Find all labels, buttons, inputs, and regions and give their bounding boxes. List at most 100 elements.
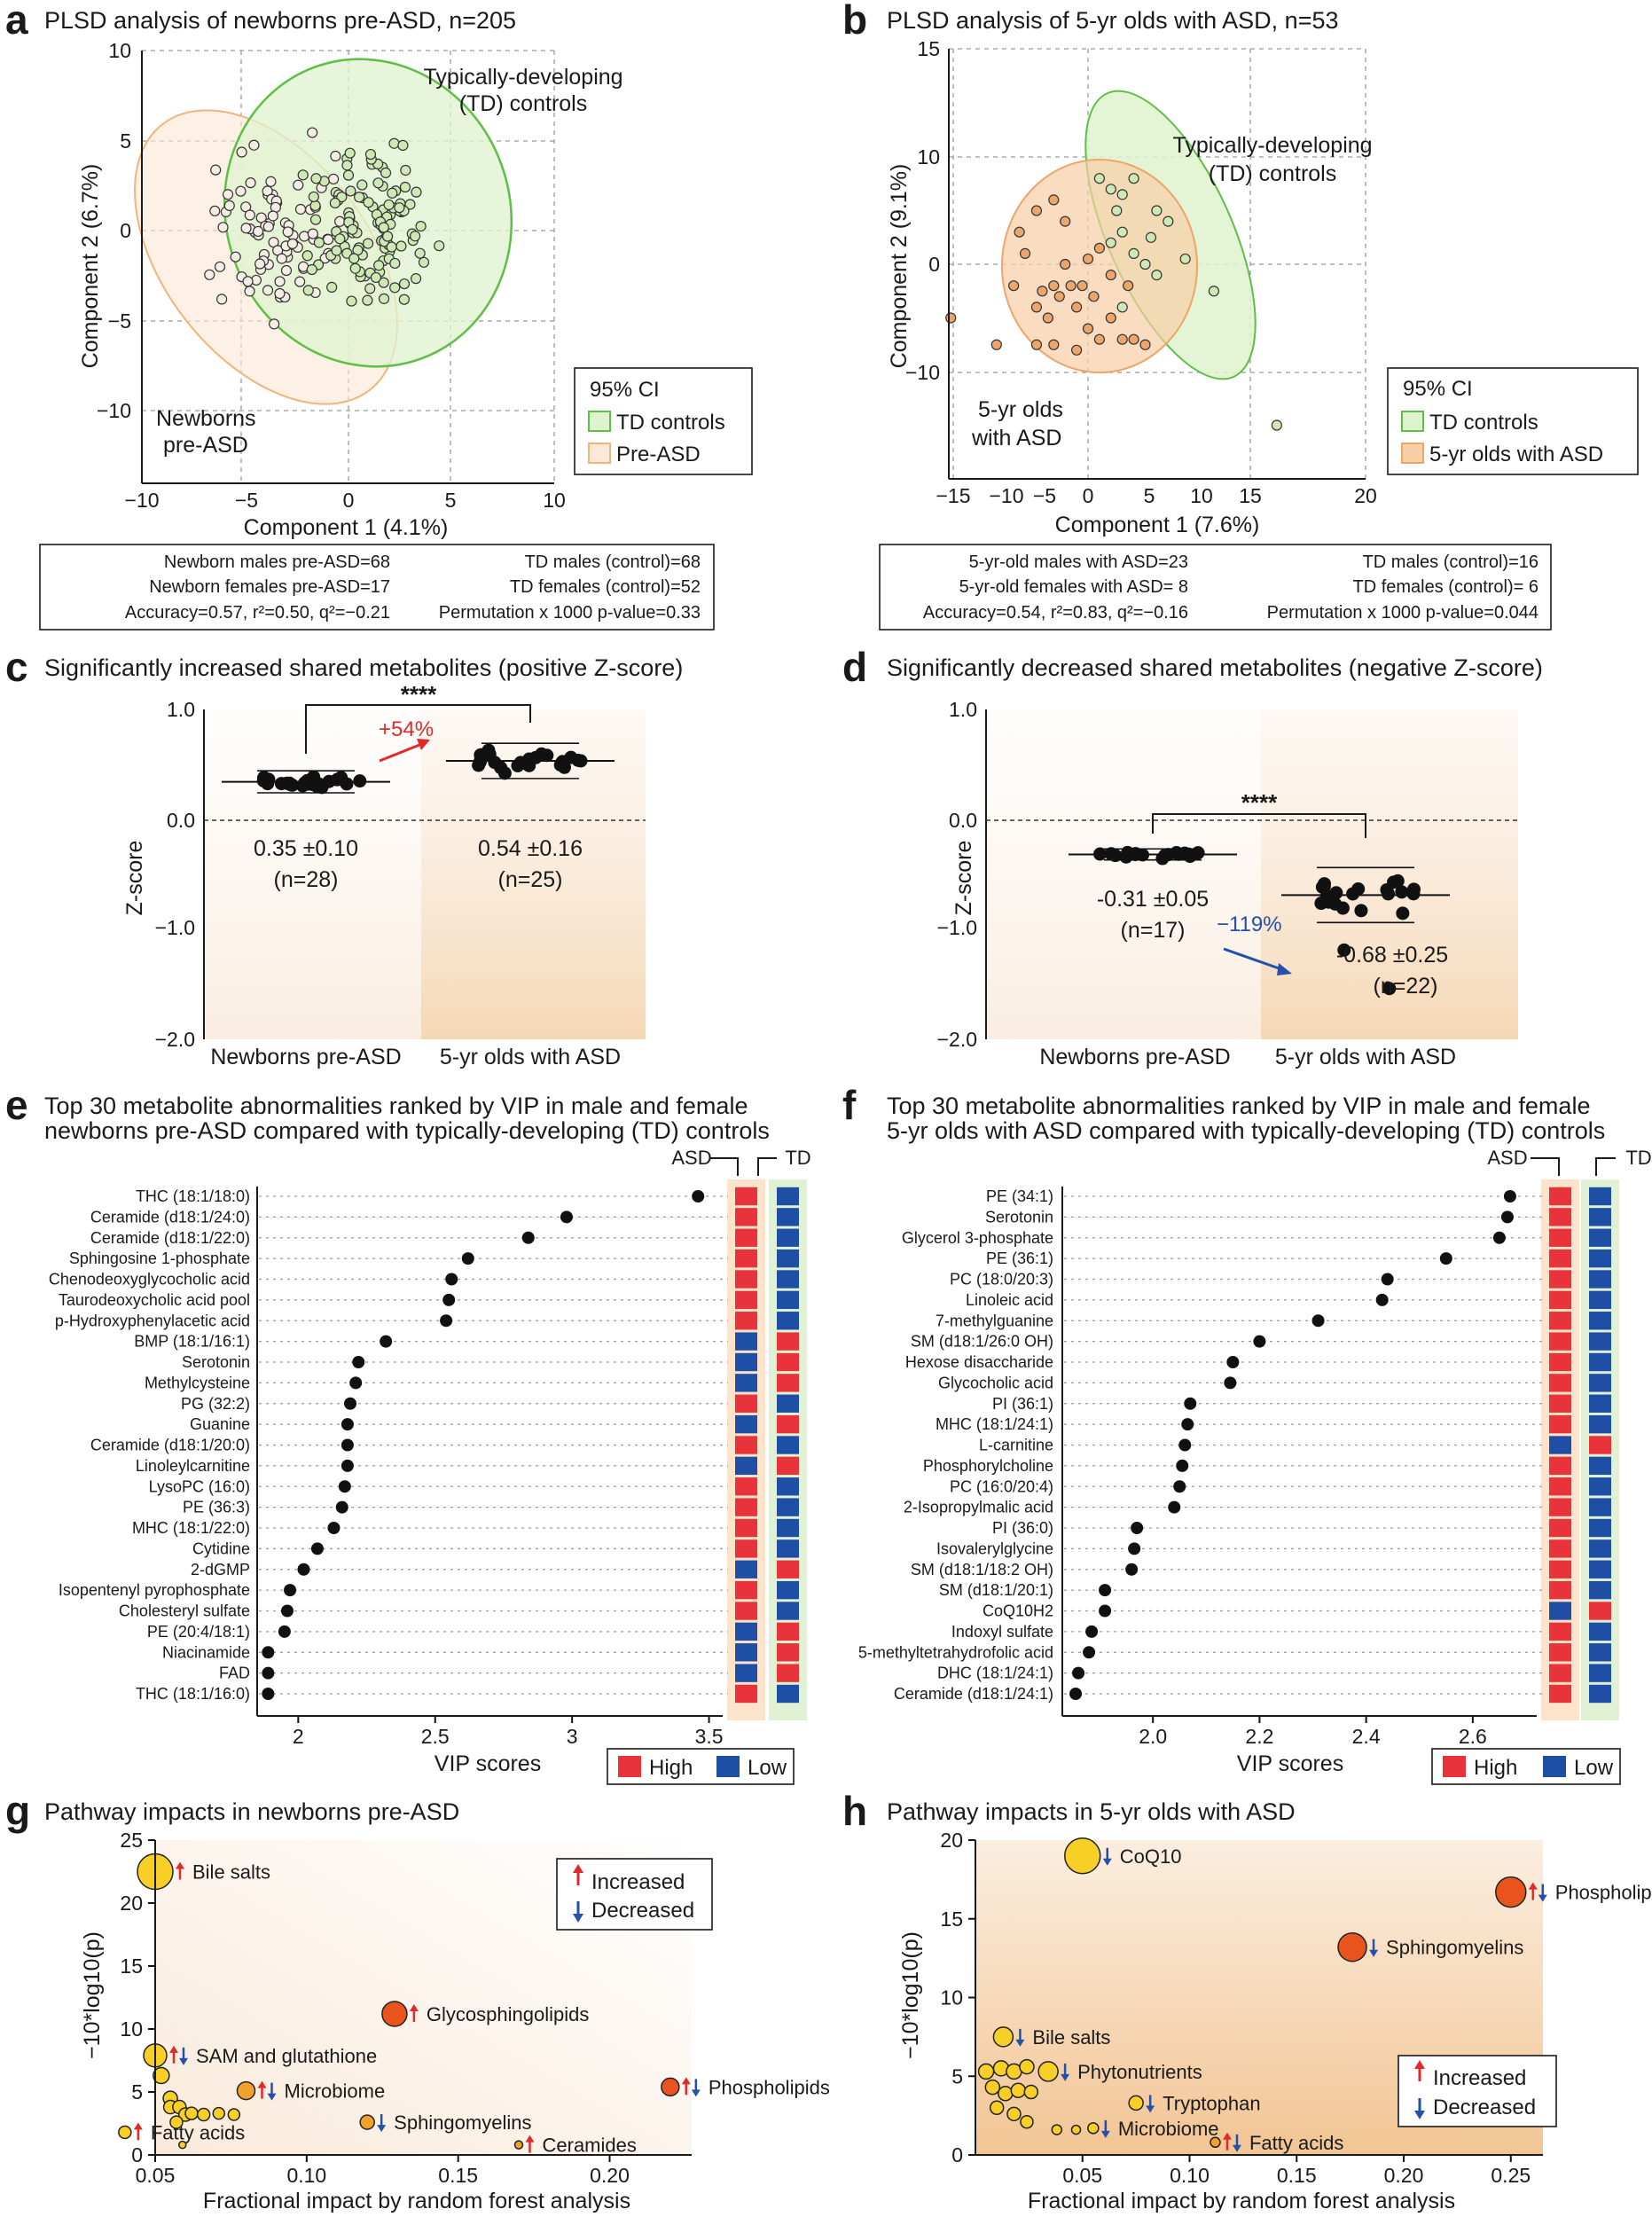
td-heat-cell	[1589, 1664, 1611, 1682]
vip-point	[521, 1231, 535, 1244]
pathway-label: Microbiome	[1118, 2118, 1219, 2140]
vip-point	[1099, 1584, 1112, 1597]
increase-arrowhead	[133, 2122, 143, 2130]
point-td	[331, 245, 342, 256]
point-td	[389, 257, 401, 270]
h-legend: Increased Decreased	[1398, 2055, 1557, 2127]
d-sig-bracket	[1152, 813, 1366, 838]
panel-letter-g: g	[5, 1788, 30, 1834]
point-td	[1128, 247, 1139, 259]
vip-point	[1184, 1397, 1197, 1410]
metabolite-label: PI (36:1)	[992, 1395, 1053, 1413]
y-tick-label: 20	[940, 1829, 963, 1852]
asd-heat-cell	[1549, 1414, 1571, 1434]
point-td	[308, 191, 319, 203]
e-legend-high-swatch	[618, 1756, 641, 1777]
point-pre-asd	[282, 226, 294, 238]
decrease-arrowhead	[1102, 1858, 1112, 1866]
td-heat-cell	[777, 1518, 799, 1538]
point-pre-asd	[230, 251, 241, 262]
pathway-bubble	[513, 2140, 524, 2150]
a-td-label-1: Typically-developing	[423, 65, 622, 90]
x-tick-label: 0.15	[1277, 2164, 1317, 2187]
pathway-label: Tryptophan	[1163, 2092, 1260, 2114]
f-legend-low: Low	[1574, 1756, 1614, 1780]
vip-point	[1099, 1604, 1112, 1618]
point-td	[387, 187, 398, 199]
asd-heat-cell	[1549, 1643, 1571, 1662]
vip-point	[560, 1210, 573, 1224]
vip-point	[1072, 1666, 1085, 1680]
b-td-label-1: Typically-developing	[1172, 133, 1372, 158]
point-asd	[1048, 339, 1060, 350]
x-tick-label: 0.20	[1384, 2164, 1424, 2187]
pathway-label: Phytonutrients	[1077, 2061, 1202, 2083]
pathway-label: Fatty acids	[151, 2121, 245, 2143]
point-td	[381, 231, 394, 242]
td-heat-cell	[1589, 1643, 1611, 1662]
asd-heat-cell	[735, 1684, 757, 1704]
point-td	[378, 293, 390, 304]
td-heat-cell	[1589, 1270, 1611, 1289]
td-heat-cell	[777, 1414, 799, 1434]
point-pre-asd	[240, 223, 252, 234]
c-significance: ****	[401, 681, 437, 708]
d-ytick-m1: −1.0	[937, 916, 977, 939]
pathway-bubble	[1087, 2122, 1100, 2135]
point-pre-asd	[307, 127, 318, 138]
panel-a-plot: 10 5 0 −5 −10 −10 −5 0 5 10 Component 1 …	[78, 39, 623, 540]
point-pre-asd	[307, 228, 318, 239]
point-td	[1116, 189, 1128, 200]
decrease-arrowhead	[1015, 2039, 1025, 2047]
point-td	[302, 285, 314, 296]
b-ytick-15: 15	[917, 37, 940, 60]
vip-point	[1181, 1418, 1194, 1431]
vip-point	[1176, 1459, 1189, 1472]
h-xlabel: Fractional impact by random forest analy…	[1028, 2189, 1455, 2213]
asd-heat-cell	[1549, 1332, 1571, 1351]
point-pre-asd	[276, 253, 287, 264]
c-xcat-1: Newborns pre-ASD	[210, 1045, 401, 1069]
panel-e-title-1: Top 30 metabolite abnormalities ranked b…	[44, 1093, 748, 1119]
f-legend: High Low	[1431, 1748, 1621, 1785]
decrease-arrowhead	[1061, 2073, 1070, 2081]
vip-point	[1069, 1688, 1083, 1700]
point-td	[395, 240, 407, 252]
asd-heat-cell	[735, 1518, 757, 1538]
td-heat-cell	[777, 1290, 799, 1310]
vip-point	[1168, 1500, 1181, 1514]
pathway-bubble	[661, 2077, 680, 2097]
vip-point	[1085, 1625, 1099, 1638]
point-td	[415, 221, 427, 232]
asd-heat-cell	[1549, 1602, 1571, 1620]
pathway-bubble	[178, 2140, 187, 2150]
td-heat-cell	[777, 1312, 799, 1330]
td-heat-cell	[777, 1602, 799, 1620]
metabolite-label: Indoxyl sulfate	[951, 1623, 1053, 1641]
b-xtick-0: 0	[1083, 484, 1094, 507]
vip-point	[310, 1542, 324, 1555]
c-group2-stat: 0.54 ±0.16	[478, 836, 583, 861]
f-asd-header: ASD	[1487, 1147, 1527, 1169]
asd-heat-cell	[1549, 1622, 1571, 1641]
asd-heat-cell	[1549, 1394, 1571, 1413]
pathway-bubble	[1337, 1931, 1367, 1962]
x-tick-label: 2.0	[1139, 1725, 1167, 1748]
vip-point	[461, 1252, 474, 1265]
z-point	[1335, 901, 1350, 915]
h-legend-down: Decreased	[1433, 2096, 1536, 2119]
z-point	[1382, 887, 1396, 901]
pathway-bubble	[992, 2026, 1014, 2048]
d-ylabel: Z-score	[951, 841, 976, 916]
vip-point	[278, 1625, 291, 1638]
b-xtick-m10: −10	[989, 484, 1023, 507]
e-legend-high: High	[649, 1756, 693, 1780]
b-xtick-m15: −15	[936, 484, 970, 507]
point-pre-asd	[274, 276, 286, 287]
b-case-label-2: with ASD	[971, 426, 1061, 450]
panel-a-stats: Newborn males pre-ASD=68 TD males (contr…	[39, 544, 715, 631]
b-ytick-10: 10	[917, 145, 940, 168]
metabolite-label: PE (36:1)	[986, 1250, 1053, 1267]
point-pre-asd	[235, 185, 247, 197]
vip-point	[442, 1293, 456, 1306]
